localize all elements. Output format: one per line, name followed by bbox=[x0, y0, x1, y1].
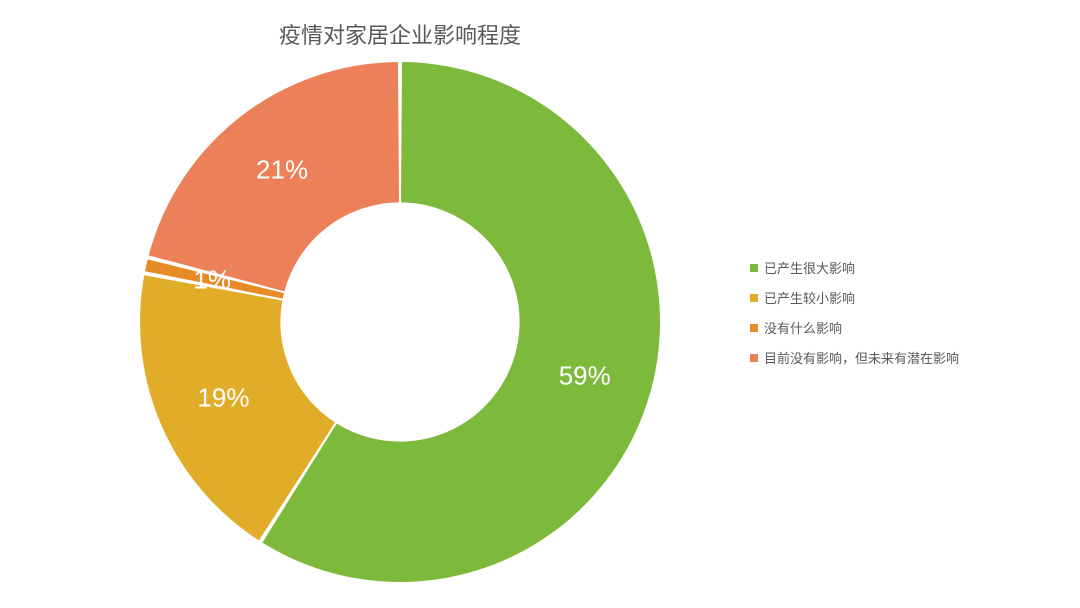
legend-swatch-small bbox=[750, 294, 758, 302]
legend-item-none: 没有什么影响 bbox=[750, 318, 959, 337]
chart-legend: 已产生很大影响已产生较小影响没有什么影响目前没有影响，但未来有潜在影响 bbox=[750, 258, 959, 378]
chart-area: 疫情对家居企业影响程度 59%19%1%21% bbox=[80, 0, 720, 608]
legend-item-potential: 目前没有影响，但未来有潜在影响 bbox=[750, 348, 959, 367]
page-root: 疫情对家居企业影响程度 59%19%1%21% 已产生很大影响已产生较小影响没有… bbox=[0, 0, 1080, 608]
legend-swatch-none bbox=[750, 324, 758, 332]
legend-swatch-very_large bbox=[750, 264, 758, 272]
legend-item-small: 已产生较小影响 bbox=[750, 288, 959, 307]
legend-label-small: 已产生较小影响 bbox=[764, 288, 855, 307]
donut-svg bbox=[140, 62, 660, 582]
legend-label-potential: 目前没有影响，但未来有潜在影响 bbox=[764, 348, 959, 367]
legend-label-very_large: 已产生很大影响 bbox=[764, 258, 855, 277]
legend-label-none: 没有什么影响 bbox=[764, 318, 842, 337]
legend-swatch-potential bbox=[750, 354, 758, 362]
slice-potential bbox=[149, 62, 399, 291]
chart-title: 疫情对家居企业影响程度 bbox=[80, 18, 720, 50]
donut-chart: 59%19%1%21% bbox=[140, 62, 660, 582]
legend-item-very_large: 已产生很大影响 bbox=[750, 258, 959, 277]
